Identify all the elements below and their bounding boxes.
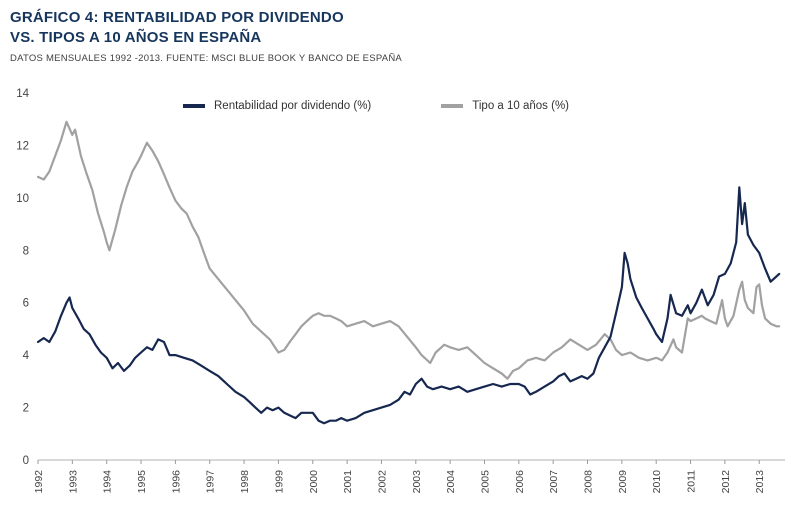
svg-text:2004: 2004 [445,470,457,494]
svg-text:2012: 2012 [720,470,732,494]
svg-text:2000: 2000 [308,470,320,494]
svg-text:12: 12 [16,140,29,152]
svg-text:1998: 1998 [239,470,251,494]
legend-swatch-bond-line [441,104,464,108]
svg-text:1997: 1997 [205,470,217,494]
chart-legend: Rentabilidad por dividendo (%) Tipo a 10… [183,100,569,112]
svg-text:10: 10 [16,193,29,205]
svg-text:2002: 2002 [376,470,388,494]
svg-text:2007: 2007 [548,470,560,494]
svg-text:6: 6 [23,298,29,310]
legend-label-dividend: Rentabilidad por dividendo (%) [214,100,372,112]
chart-title-line2: VS. TIPOS A 10 AÑOS EN ESPAÑA [10,28,262,46]
svg-text:2008: 2008 [583,470,595,494]
chart-subtitle: DATOS MENSUALES 1992 -2013. FUENTE: MSCI… [10,53,403,64]
chart-title: GRÁFICO 4: RENTABILIDAD POR DIVIDENDO VS… [10,8,779,47]
svg-text:1995: 1995 [136,470,148,494]
svg-text:1999: 1999 [273,470,285,494]
svg-text:2011: 2011 [686,470,698,493]
svg-text:2001: 2001 [342,470,354,494]
legend-item-dividend: Rentabilidad por dividendo (%) [183,100,371,112]
svg-text:1996: 1996 [170,470,182,494]
svg-text:0: 0 [23,455,29,467]
svg-text:2009: 2009 [617,470,629,494]
svg-text:4: 4 [23,350,30,362]
chart-svg: 0 2 4 6 8 10 12 14 1992 1993 1994 1995 1996 1997 1998 1… [16,88,785,494]
svg-text:2005: 2005 [479,470,491,494]
svg-text:2010: 2010 [651,470,663,494]
legend-item-bond: Tipo a 10 años (%) [441,100,569,112]
chart-title-prefix: GRÁFICO 4: [10,9,99,26]
svg-text:1993: 1993 [67,470,79,494]
chart-title-line1: RENTABILIDAD POR DIVIDENDO [103,9,344,26]
svg-text:8: 8 [23,245,29,257]
legend-swatch-dividend-line [183,104,205,108]
svg-text:1994: 1994 [102,470,114,494]
svg-text:14: 14 [16,88,29,100]
svg-text:2: 2 [23,403,29,415]
svg-text:2006: 2006 [514,470,526,494]
chart-header: GRÁFICO 4: RENTABILIDAD POR DIVIDENDO VS… [0,0,791,86]
svg-text:2013: 2013 [754,470,766,494]
svg-text:2003: 2003 [411,470,423,494]
legend-label-bond: Tipo a 10 años (%) [472,100,569,112]
chart-area: 0 2 4 6 8 10 12 14 1992 1993 1994 1995 1996 1997 1998 1… [0,86,791,524]
svg-text:1992: 1992 [33,470,45,494]
